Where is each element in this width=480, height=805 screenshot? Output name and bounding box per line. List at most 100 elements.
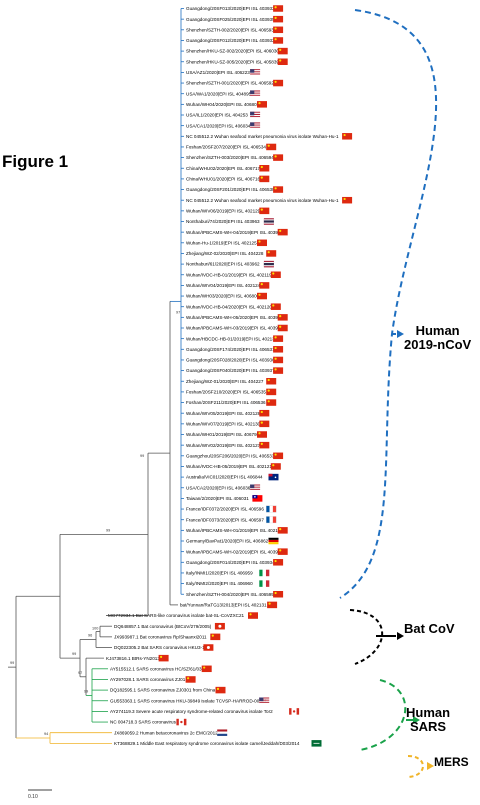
taxon-label: Foshan/20SF207/2020|EPI ISL 406534 — [186, 145, 266, 150]
flag-cn-icon — [259, 409, 270, 417]
flag-us-icon — [250, 484, 261, 491]
taxon-label: Shenzhen/SZTH-003/2020|EPI ISL 406594 — [186, 155, 274, 160]
taxon-label: Guangdong/20SF013/2020|EPI ISL 403932 — [186, 6, 275, 11]
taxon-label: Italy/INMI2/2020|EPI ISL 406960 — [186, 581, 253, 586]
batcov-bracket — [349, 609, 384, 665]
taxon-label: Zhejiang/WZ-01/2020|EPI ISL 404227 — [186, 379, 264, 384]
flag-cn-icon — [185, 676, 196, 683]
bootstrap-label: 96 — [88, 634, 92, 638]
taxon-label: Wuhan/IPBCAMS-WH-02/2019|EPI ISL 403931 — [186, 549, 283, 554]
taxon-label: USA/CA1/2020|EPI ISL 406034 — [186, 123, 251, 128]
flag-cn-icon — [277, 527, 288, 534]
taxon-label: NC 004718.3 SARS coronavirus — [110, 720, 177, 725]
taxon-label: Nonthaburi/74/2020|EPI ISL 403963 — [186, 219, 260, 224]
label-human-2019-ncov: Human 2019-nCoV — [404, 323, 472, 353]
taxon-label: GU553363.1 SARS coronavirus HKU-39849 is… — [110, 698, 267, 703]
flag-cn-icon — [273, 346, 284, 353]
flag-fr-icon — [266, 516, 277, 524]
taxon-label: Taiwan/2/2020|EPI ISL 406031 — [186, 496, 249, 501]
taxon-label: Wuhan/WIV02/2019|EPI ISL 402127 — [186, 443, 261, 448]
taxon-label: USA/WA1/2020|EPI ISL 404895 — [186, 91, 252, 96]
label-human-2019-line1: Human — [415, 323, 460, 338]
taxon-label: Nonthaburi/61/2020|EPI ISL 403962 — [186, 262, 260, 267]
taxon-label: Shenzhen/SZTH-001/2020|EPI ISL 406592 — [186, 81, 274, 86]
flag-cn-icon — [273, 356, 284, 364]
taxon-label: Guangdong/20SF201/2020|EPI ISL 406538 — [186, 187, 275, 192]
flag-cn-icon — [259, 420, 270, 428]
flag-cn-icon — [273, 367, 284, 374]
flag-cn-icon — [273, 79, 284, 87]
flag-cn-icon — [210, 633, 221, 641]
taxon-label: Guangdong/20SF012/2020|EPI ISL 403932 — [186, 38, 275, 43]
taxon-label: Germany/BavPat1/2020|EPI ISL 406862 — [186, 539, 269, 544]
flag-us-icon — [250, 122, 261, 129]
taxon-label: Foshan/20SF210/2020|EPI ISL 406535 — [186, 390, 266, 395]
taxon-label: China/WHU02/2020|EPI ISL 406717 — [186, 166, 261, 171]
taxon-label: AY274119.3 Severe acute respiratory synd… — [110, 709, 273, 714]
flag-cn-icon — [248, 612, 258, 619]
group-arrows — [339, 9, 437, 778]
taxon-label: KT368829.1 Middle East respiratory syndr… — [114, 741, 300, 746]
label-human-sars-line2: SARS — [409, 719, 447, 735]
flag-cn-icon — [273, 26, 284, 34]
bootstrap-label: 99 — [140, 454, 144, 458]
flag-cn-icon — [273, 154, 284, 161]
scale-bar-label: 0.10 — [28, 794, 38, 800]
mers-arrow-head — [427, 762, 434, 770]
flag-cn-icon — [257, 239, 267, 247]
taxon-label: NC 045512.2 Wuhan seafood market pneumon… — [186, 198, 339, 203]
taxon-label: France/IDF0372/2020|EPI ISL 406596 — [186, 507, 264, 512]
bootstrap-label: 99 — [106, 528, 110, 532]
taxon-label: JX993987.1 Bat coronavirus Rp/Shaanxi201… — [114, 634, 207, 639]
bootstrap-label: 94 — [44, 732, 48, 736]
ncov-arrow-head — [397, 330, 404, 338]
flag-us-icon — [259, 697, 270, 704]
flag-nl-icon — [217, 729, 228, 736]
flag-it-icon — [259, 580, 270, 587]
taxon-label: MG772934.1 Bat SARS-like coronavirus iso… — [108, 613, 245, 618]
taxon-label: Zhejiang/WZ-02/2020|EPI ISL 404228 — [186, 251, 264, 256]
taxon-label: Wuhan/IVDC-HB-05/2019|EPI ISL 402121 — [186, 464, 272, 469]
taxon-label: bat/Yunnan/RaTG13/2013|EPI ISL 402131 — [180, 603, 267, 608]
flag-cn-icon — [277, 228, 288, 236]
flag-cn-icon — [277, 47, 288, 55]
bootstrap-label: 100 — [92, 627, 98, 631]
taxon-label: USA/IL1/2020|EPI ISL 404253 — [186, 113, 248, 118]
taxon-label: Guangdong/20SF028/2020|EPI ISL 403936 — [186, 358, 275, 363]
flag-cn-icon — [270, 271, 281, 278]
taxon-label: Guangdong/20SF025/2020|EPI ISL 403935 — [186, 17, 275, 22]
flag-cn-icon — [259, 441, 270, 449]
taxon-label: Guangdong/20SF040/2020|EPI ISL 403937 — [186, 368, 275, 373]
flag-cn-icon — [266, 399, 277, 406]
taxon-label: AY515512.1 SARS coronavirus HC/SZ/61/03 — [110, 666, 202, 671]
taxon-label: DQ648857.1 Bat coronavirus (BtCoV/279/20… — [114, 624, 212, 629]
flag-cn-icon — [267, 601, 278, 609]
flag-cn-icon — [273, 37, 284, 44]
tree-branches — [8, 8, 184, 744]
flag-cn-icon — [257, 101, 267, 108]
flag-us-icon — [250, 90, 261, 97]
flag-cn-icon — [273, 559, 284, 566]
taxon-label: USA/AZ1/2020|EPI ISL 406223 — [186, 70, 250, 75]
taxon-label: Wuhan/HBCDC-HB-01/2019|EPI ISL 402132 — [186, 336, 278, 341]
label-human-2019-line2: 2019-nCoV — [404, 337, 472, 353]
flag-cn-icon — [277, 58, 288, 65]
flag-it-icon — [259, 569, 270, 577]
flag-cn-icon — [273, 5, 284, 12]
taxon-label: USA/CA2/2020|EPI ISL 406036 — [186, 485, 251, 490]
flag-cn-icon — [158, 654, 169, 662]
taxon-label: KJ473816.1 BtRs-YN2013 — [106, 656, 160, 661]
flag-ca-icon — [176, 718, 187, 726]
flag-cn-icon — [257, 431, 267, 438]
flag-au-icon — [268, 473, 279, 481]
mers-bracket — [407, 755, 424, 778]
flag-cn-icon — [342, 133, 353, 140]
flag-cn-icon — [259, 165, 270, 172]
flag-cn-icon — [259, 282, 270, 289]
taxon-label: Foshan/20SF211/2020|EPI ISL 406536 — [186, 400, 266, 405]
taxon-label: DQ022305.2 Bat SARS coronavirus HKU3-1 — [114, 645, 205, 650]
sars-bracket — [359, 679, 407, 751]
label-human-sars-line1: Human — [406, 705, 451, 720]
taxon-label: Australia/VIC01/2020|EPI ISL 406844 — [186, 475, 263, 480]
flag-cn-icon — [259, 207, 270, 215]
